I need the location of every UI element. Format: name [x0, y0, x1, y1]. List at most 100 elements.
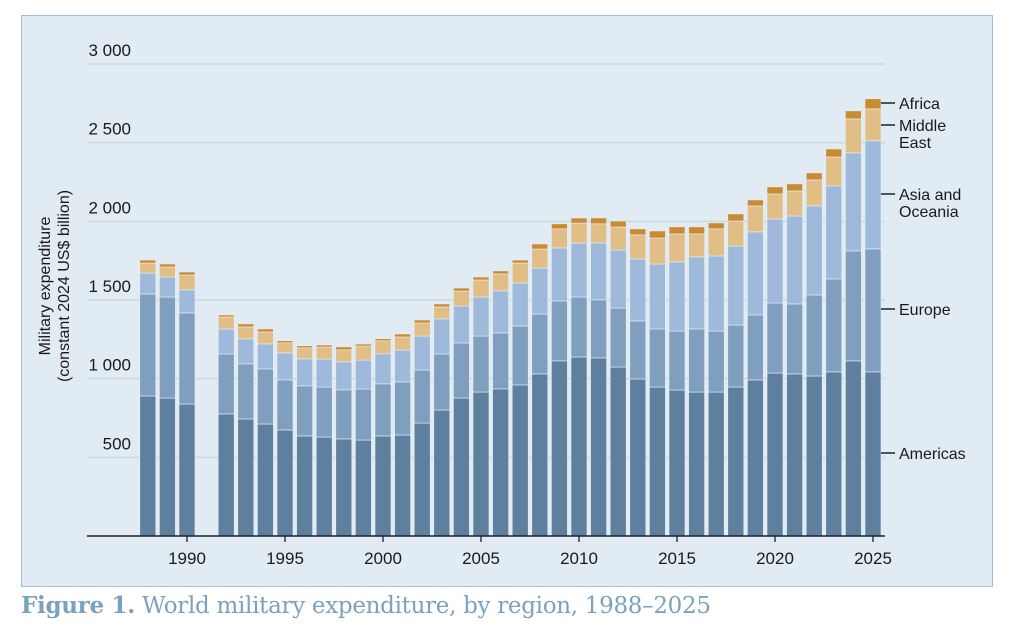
bar-americas-1990 — [178, 403, 196, 537]
bar-europe-2008 — [531, 313, 549, 375]
bar-asia-and-oceania-2001 — [394, 349, 411, 383]
bar-asia-and-oceania-2005 — [472, 296, 490, 337]
bar-europe-2019 — [747, 314, 764, 381]
bar-africa-1997 — [315, 344, 333, 348]
bar-asia-and-oceania-1996 — [296, 358, 313, 387]
x-tick-label: 2015 — [658, 549, 696, 568]
bar-europe-2020 — [766, 302, 784, 374]
bar-stack-2008 — [531, 243, 549, 537]
bar-africa-2002 — [413, 319, 431, 324]
bar-stack-2006 — [492, 270, 509, 537]
bar-asia-and-oceania-1993 — [237, 338, 255, 365]
bar-africa-2024 — [845, 110, 862, 120]
bar-africa-2011 — [590, 217, 607, 225]
bar-stack-2015 — [668, 226, 686, 537]
bar-middle-east-1996 — [296, 347, 313, 360]
bar-americas-2004 — [453, 397, 470, 537]
bar-americas-2003 — [433, 409, 451, 537]
bar-asia-and-oceania-2000 — [374, 353, 392, 385]
bar-middle-east-2000 — [374, 340, 392, 355]
bar-middle-east-2008 — [531, 248, 549, 269]
bar-americas-2000 — [374, 435, 392, 537]
legend-item-americas: Americas — [881, 446, 966, 463]
bar-americas-2015 — [668, 389, 686, 537]
bar-asia-and-oceania-2013 — [629, 258, 647, 322]
bar-middle-east-2002 — [413, 322, 431, 337]
bar-middle-east-2010 — [570, 222, 588, 244]
bar-africa-2006 — [492, 270, 509, 275]
y-tick-labels: 500 1 000 1 500 2 000 2 500 3 000 — [88, 41, 131, 453]
legend-label: Asia and — [899, 187, 961, 204]
bar-europe-2009 — [551, 300, 568, 362]
bar-africa-1994 — [257, 328, 274, 333]
bar-americas-2009 — [551, 360, 568, 537]
bar-americas-2011 — [590, 357, 607, 537]
bar-europe-2004 — [453, 342, 470, 399]
bar-europe-1995 — [276, 379, 294, 431]
bar-europe-2007 — [511, 325, 529, 386]
bar-europe-1988 — [139, 293, 157, 397]
bar-europe-2023 — [825, 278, 843, 373]
bar-africa-1990 — [178, 271, 196, 276]
bar-americas-2010 — [570, 356, 588, 537]
bar-asia-and-oceania-1988 — [139, 272, 157, 295]
bar-asia-and-oceania-2023 — [825, 185, 843, 280]
figure-title: World military expenditure, by region, 1… — [141, 593, 711, 619]
bar-americas-1994 — [257, 423, 274, 537]
bar-middle-east-2025 — [864, 108, 882, 142]
bar-stack-2009 — [551, 223, 568, 537]
bar-middle-east-2005 — [472, 279, 490, 298]
bar-americas-1993 — [237, 418, 255, 537]
bar-stack-2011 — [590, 217, 607, 537]
legend-label: Oceania — [899, 204, 959, 221]
bar-europe-2013 — [629, 320, 647, 380]
bar-middle-east-2024 — [845, 118, 862, 154]
bar-europe-1990 — [178, 312, 196, 405]
bar-americas-1996 — [296, 435, 313, 537]
bar-stack-2018 — [727, 213, 745, 537]
bar-europe-1992 — [217, 353, 235, 415]
x-tick-label: 2025 — [854, 549, 892, 568]
bar-americas-2023 — [825, 371, 843, 537]
x-tick-label: 2000 — [364, 549, 402, 568]
bar-stack-1992 — [217, 314, 235, 537]
bar-asia-and-oceania-2002 — [413, 335, 431, 371]
bar-stack-2021 — [786, 183, 803, 537]
bar-europe-1989 — [159, 296, 176, 399]
bar-middle-east-2022 — [805, 179, 823, 207]
bar-americas-2021 — [786, 373, 803, 537]
bar-europe-2002 — [413, 369, 431, 424]
bar-asia-and-oceania-1999 — [355, 359, 372, 390]
legend-label: Americas — [899, 446, 966, 463]
bar-americas-1997 — [315, 436, 333, 537]
x-tick-label: 1990 — [168, 549, 206, 568]
bar-americas-1995 — [276, 429, 294, 537]
bar-europe-2024 — [845, 250, 862, 362]
bar-middle-east-2001 — [394, 336, 411, 351]
bar-americas-2018 — [727, 386, 745, 537]
bar-americas-2005 — [472, 391, 490, 537]
bar-stack-2017 — [707, 222, 725, 537]
bar-europe-1998 — [335, 389, 353, 440]
bar-africa-2004 — [453, 287, 470, 292]
bar-africa-2001 — [394, 333, 411, 338]
bar-americas-2013 — [629, 378, 647, 537]
y-tick-label: 1 000 — [88, 356, 131, 375]
bar-asia-and-oceania-1990 — [178, 289, 196, 314]
bar-asia-and-oceania-2011 — [590, 242, 607, 301]
bar-middle-east-1997 — [315, 346, 333, 360]
bar-asia-and-oceania-2014 — [649, 263, 666, 330]
bar-americas-1988 — [139, 395, 157, 537]
bar-stack-1995 — [276, 340, 294, 537]
bar-americas-2019 — [747, 379, 764, 537]
bar-middle-east-2020 — [766, 193, 784, 220]
bar-africa-1996 — [296, 345, 313, 349]
bar-asia-and-oceania-2020 — [766, 218, 784, 304]
bar-europe-2017 — [707, 330, 725, 393]
bar-europe-2005 — [472, 335, 490, 393]
bar-asia-and-oceania-2021 — [786, 215, 803, 305]
bar-americas-1989 — [159, 397, 176, 537]
bar-stack-2003 — [433, 303, 451, 537]
bar-europe-2001 — [394, 381, 411, 436]
bar-middle-east-2018 — [727, 220, 745, 247]
